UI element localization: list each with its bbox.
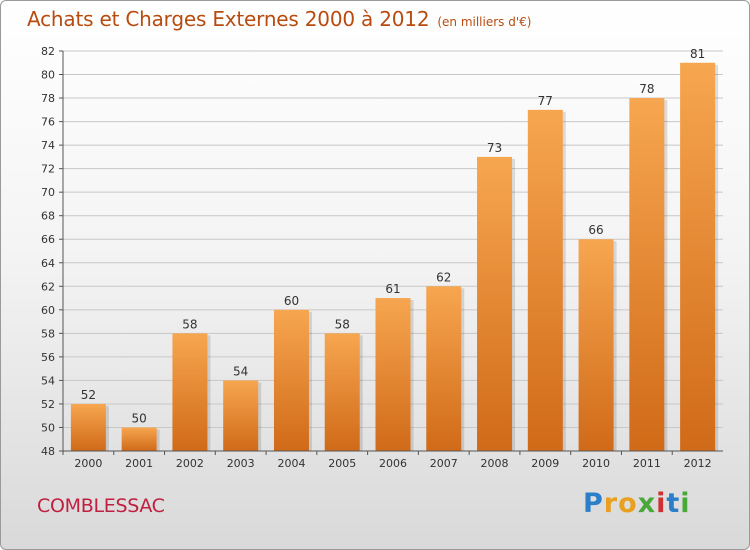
x-tick-label: 2008 xyxy=(481,457,509,470)
value-label: 73 xyxy=(487,141,502,155)
x-axis: 2000 2001 2002 2003 2004 2005 2006 2007 2008 2009… xyxy=(62,450,723,470)
x-tick-label: 2002 xyxy=(176,457,204,470)
x-tick-label: 2010 xyxy=(582,457,610,470)
y-tick-label: 48 xyxy=(41,445,55,458)
bar-2010 xyxy=(578,239,614,451)
bar-2004 xyxy=(273,309,309,451)
bars: 52 50 58 54 60 58 61 62 73 77 66 78 81 xyxy=(70,47,719,451)
logo-letter: i xyxy=(680,488,691,519)
value-label: 78 xyxy=(639,82,654,96)
x-tick-label: 2003 xyxy=(227,457,255,470)
y-axis: 48 50 52 54 56 58 60 62 64 66 68 70 72 74 76 78 80 82 xyxy=(41,45,64,458)
x-tick-label: 2006 xyxy=(379,457,407,470)
y-tick-label: 78 xyxy=(41,92,55,105)
logo-letter: x xyxy=(637,488,657,519)
value-label: 61 xyxy=(385,282,400,296)
y-tick-label: 62 xyxy=(41,280,55,293)
value-label: 77 xyxy=(538,94,553,108)
y-tick-label: 66 xyxy=(41,233,55,246)
bar-2008 xyxy=(477,156,513,451)
y-tick-label: 56 xyxy=(41,351,55,364)
value-label: 62 xyxy=(436,270,451,284)
bar-2012 xyxy=(680,62,716,451)
y-tick-label: 82 xyxy=(41,45,55,58)
value-label: 54 xyxy=(233,364,248,378)
chart-title-main: Achats et Charges Externes 2000 à 2012 xyxy=(27,7,430,31)
x-tick-label: 2005 xyxy=(328,457,356,470)
logo-letter: r xyxy=(603,488,619,519)
proxiti-logo: Proxiti xyxy=(583,488,691,519)
chart-title: Achats et Charges Externes 2000 à 2012 (e… xyxy=(27,7,531,31)
x-tick-label: 2007 xyxy=(430,457,458,470)
y-tick-label: 54 xyxy=(41,374,55,387)
x-tick-label: 2001 xyxy=(125,457,153,470)
x-tick-label: 2012 xyxy=(684,457,712,470)
x-tick-label: 2000 xyxy=(74,457,102,470)
value-label: 58 xyxy=(182,317,197,331)
y-tick-label: 52 xyxy=(41,398,55,411)
bar-2011 xyxy=(629,98,665,451)
commune-name: COMBLESSAC xyxy=(37,495,165,517)
bar-2003 xyxy=(223,380,259,451)
y-tick-label: 80 xyxy=(41,69,55,82)
bar-2005 xyxy=(324,333,360,451)
bar-2000 xyxy=(70,403,106,451)
value-label: 58 xyxy=(335,317,350,331)
x-tick-label: 2011 xyxy=(633,457,661,470)
bar-2002 xyxy=(172,333,208,451)
logo-letter: i xyxy=(656,488,667,519)
bar-2007 xyxy=(426,286,462,451)
y-tick-label: 58 xyxy=(41,327,55,340)
logo-letter: P xyxy=(583,488,604,519)
bar-2001 xyxy=(121,427,157,451)
logo-letter: o xyxy=(618,488,638,519)
y-tick-label: 60 xyxy=(41,304,55,317)
value-label: 81 xyxy=(690,47,705,61)
y-tick-label: 64 xyxy=(41,257,55,270)
value-label: 52 xyxy=(81,388,96,402)
y-tick-label: 76 xyxy=(41,116,55,129)
y-tick-label: 70 xyxy=(41,186,55,199)
bar-2006 xyxy=(375,298,411,451)
bar-2009 xyxy=(527,109,563,451)
chart-subtitle: (en milliers d'€) xyxy=(437,15,532,29)
value-label: 66 xyxy=(588,223,603,237)
logo-letter: t xyxy=(666,488,681,519)
value-label: 50 xyxy=(132,411,147,425)
x-tick-label: 2009 xyxy=(531,457,559,470)
value-label: 60 xyxy=(284,294,299,308)
x-tick-label: 2004 xyxy=(277,457,305,470)
y-tick-label: 68 xyxy=(41,210,55,223)
y-tick-label: 72 xyxy=(41,163,55,176)
y-tick-label: 74 xyxy=(41,139,55,152)
y-tick-label: 50 xyxy=(41,421,55,434)
